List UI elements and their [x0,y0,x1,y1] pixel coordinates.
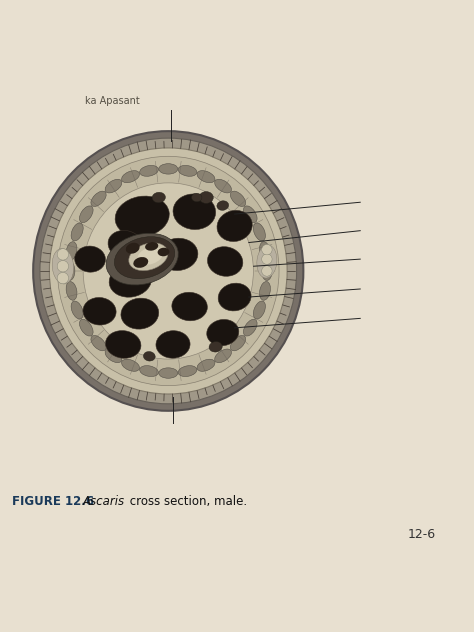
Ellipse shape [40,138,297,404]
Ellipse shape [218,283,251,311]
Ellipse shape [197,171,215,183]
Ellipse shape [199,191,213,204]
Ellipse shape [83,298,116,325]
Ellipse shape [71,223,83,241]
Ellipse shape [80,206,93,222]
Ellipse shape [126,243,140,253]
Ellipse shape [66,281,77,300]
Ellipse shape [178,366,197,377]
Ellipse shape [75,246,105,272]
Ellipse shape [217,201,228,210]
Ellipse shape [33,131,303,411]
Ellipse shape [215,349,231,363]
Text: FIGURE 12.6: FIGURE 12.6 [12,495,94,508]
Ellipse shape [83,183,254,359]
Ellipse shape [197,359,215,372]
Ellipse shape [257,245,277,278]
Ellipse shape [159,164,178,174]
Ellipse shape [106,233,178,285]
Ellipse shape [262,262,272,281]
Circle shape [262,266,272,276]
Ellipse shape [191,193,202,202]
Ellipse shape [230,191,246,207]
Circle shape [57,260,69,272]
Ellipse shape [172,292,207,321]
Ellipse shape [178,166,197,176]
Ellipse shape [57,156,279,386]
Ellipse shape [209,341,222,352]
Ellipse shape [109,264,152,297]
Ellipse shape [133,257,148,268]
Ellipse shape [137,247,163,265]
Ellipse shape [66,241,77,260]
Ellipse shape [244,206,257,222]
Ellipse shape [217,210,252,241]
Ellipse shape [121,359,139,372]
Ellipse shape [230,336,246,351]
Ellipse shape [91,336,106,351]
Ellipse shape [140,366,158,377]
Ellipse shape [260,241,271,260]
Ellipse shape [129,243,168,270]
Ellipse shape [105,349,122,363]
Ellipse shape [158,248,169,257]
Ellipse shape [106,331,141,358]
Circle shape [262,245,272,255]
Ellipse shape [208,246,243,276]
Ellipse shape [144,351,155,361]
Ellipse shape [80,319,93,336]
Ellipse shape [121,171,139,183]
Ellipse shape [173,194,216,229]
Ellipse shape [140,166,158,176]
Ellipse shape [115,196,169,237]
Circle shape [57,249,69,260]
Circle shape [262,254,272,264]
Ellipse shape [52,248,73,284]
Ellipse shape [49,148,287,394]
Ellipse shape [253,223,265,241]
Ellipse shape [158,238,198,270]
Ellipse shape [159,368,178,379]
Ellipse shape [91,191,106,207]
Ellipse shape [64,262,75,281]
Ellipse shape [215,179,231,193]
Ellipse shape [145,242,158,251]
Text: ka Apasant: ka Apasant [85,95,140,106]
Ellipse shape [105,179,122,193]
Ellipse shape [156,331,190,358]
Ellipse shape [114,236,175,279]
Ellipse shape [108,231,143,259]
Circle shape [57,272,69,284]
Text: 12-6: 12-6 [408,528,436,541]
Ellipse shape [260,281,271,300]
Text: cross section, male.: cross section, male. [126,495,247,508]
Ellipse shape [121,298,159,329]
Ellipse shape [207,319,239,346]
Ellipse shape [253,301,265,319]
Ellipse shape [244,319,257,336]
Ellipse shape [71,301,83,319]
Ellipse shape [152,192,165,203]
Text: Ascaris: Ascaris [83,495,125,508]
